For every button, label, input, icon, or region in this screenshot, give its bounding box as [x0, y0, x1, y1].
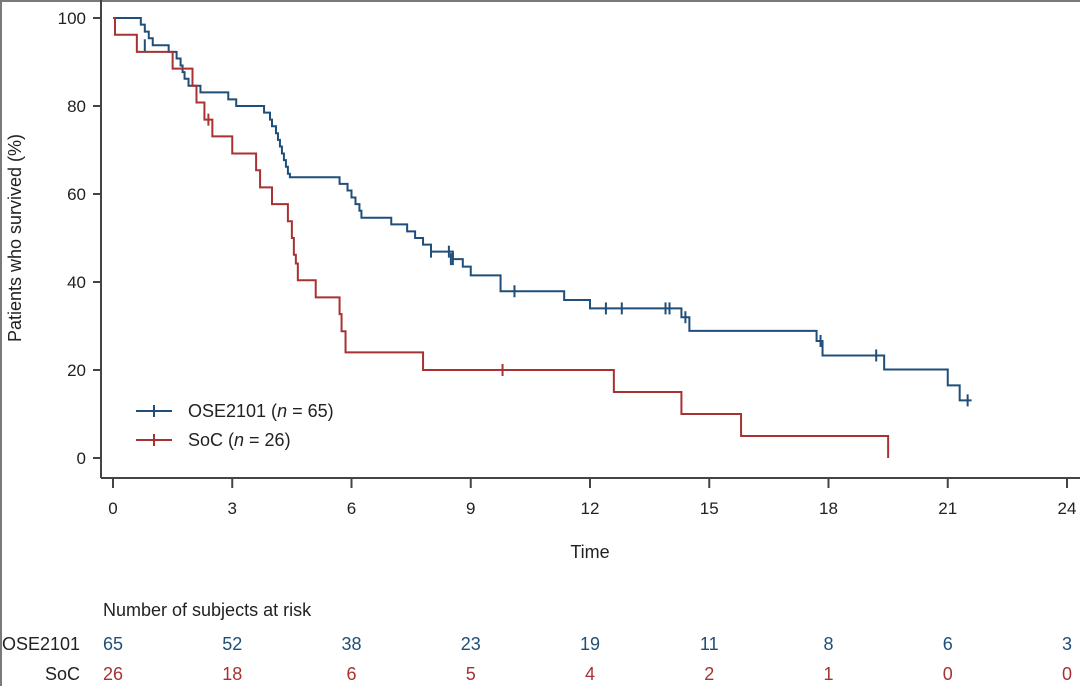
risk-row-label: SoC: [45, 664, 80, 684]
risk-value: 4: [585, 664, 595, 684]
x-ticks: 0 3 6 9 12 15 18 21 24: [108, 478, 1076, 518]
legend-item-soc: SoC (n = 26): [136, 430, 291, 450]
legend-label: OSE2101 (n = 65): [188, 401, 334, 421]
series-soc: [113, 17, 890, 458]
risk-value: 26: [103, 664, 123, 684]
x-tick-label: 15: [700, 499, 719, 518]
x-tick-label: 6: [347, 499, 356, 518]
x-tick-label: 12: [581, 499, 600, 518]
risk-value: 52: [222, 634, 242, 654]
risk-value: 38: [341, 634, 361, 654]
risk-value: 18: [222, 664, 242, 684]
y-tick-label: 60: [67, 185, 86, 204]
risk-value: 19: [580, 634, 600, 654]
risk-value: 5: [466, 664, 476, 684]
x-tick-label: 21: [938, 499, 957, 518]
risk-value: 0: [943, 664, 953, 684]
y-tick-label: 20: [67, 361, 86, 380]
y-tick-label: 0: [77, 449, 86, 468]
series-ose2101: [113, 17, 972, 407]
legend: OSE2101 (n = 65) SoC (n = 26): [136, 401, 334, 450]
risk-table: Number of subjects at risk OSE2101 65 52 38…: [2, 600, 1072, 684]
y-ticks: 0 20 40 60 80 100: [58, 9, 101, 468]
x-tick-label: 9: [466, 499, 475, 518]
risk-row-soc: SoC 26 18 6 5 4 2 1 0 0: [45, 664, 1072, 684]
legend-item-ose2101: OSE2101 (n = 65): [136, 401, 334, 421]
risk-row-ose2101: OSE2101 65 52 38 23 19 11 8 6 3: [2, 634, 1072, 654]
risk-value: 65: [103, 634, 123, 654]
x-tick-label: 18: [819, 499, 838, 518]
risk-value: 6: [943, 634, 953, 654]
survival-curve-soc: [113, 17, 890, 458]
survival-curve-ose2101: [113, 17, 972, 402]
y-tick-label: 40: [67, 273, 86, 292]
risk-value: 11: [700, 634, 719, 654]
risk-table-title: Number of subjects at risk: [103, 600, 312, 620]
survival-curves: [113, 17, 972, 458]
risk-value: 8: [823, 634, 833, 654]
x-axis-title: Time: [570, 542, 609, 562]
risk-value: 1: [823, 664, 833, 684]
risk-row-label: OSE2101: [2, 634, 80, 654]
risk-value: 3: [1062, 634, 1072, 654]
y-tick-label: 100: [58, 9, 86, 28]
y-tick-label: 80: [67, 97, 86, 116]
risk-value: 0: [1062, 664, 1072, 684]
risk-value: 23: [461, 634, 481, 654]
x-tick-label: 0: [108, 499, 117, 518]
x-tick-label: 24: [1058, 499, 1077, 518]
legend-label: SoC (n = 26): [188, 430, 291, 450]
risk-value: 2: [704, 664, 714, 684]
x-tick-label: 3: [228, 499, 237, 518]
risk-value: 6: [346, 664, 356, 684]
y-axis-title: Patients who survived (%): [5, 134, 25, 342]
